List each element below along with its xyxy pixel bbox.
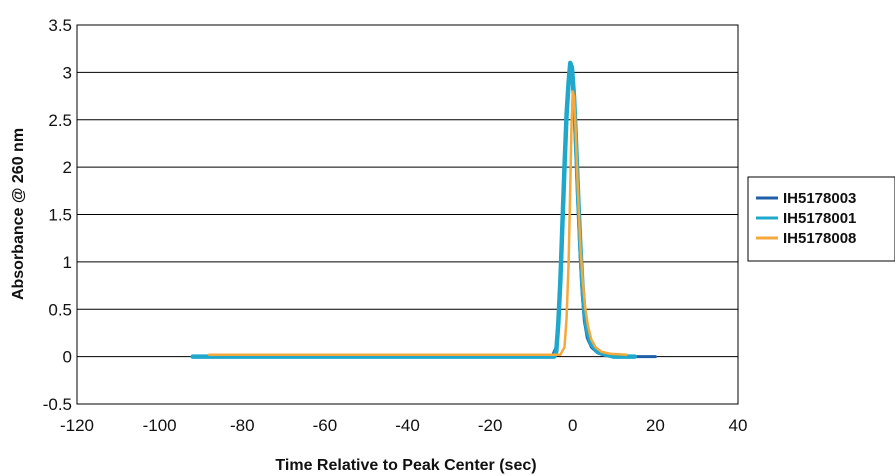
y-axis-title: Absorbance @ 260 nm [10, 128, 27, 300]
legend-label: IH5178008 [783, 230, 856, 247]
y-tick-labels: -0.5 0 0.5 1 1.5 2 2.5 3 3.5 [43, 16, 72, 414]
y-tick-label: 1 [63, 253, 72, 272]
series-layer [190, 60, 657, 359]
x-tick-label: 40 [729, 416, 748, 435]
y-tick-label: 0 [63, 348, 72, 367]
y-tick-label: 2 [63, 158, 72, 177]
x-tick-label: -40 [395, 416, 420, 435]
x-tick-label: 0 [568, 416, 577, 435]
legend: IH5178003 IH5178001 IH5178008 [747, 176, 895, 262]
x-tick-label: -120 [60, 416, 94, 435]
y-tick-label: 2.5 [48, 111, 72, 130]
y-tick-label: 3 [63, 63, 72, 82]
y-tick-label: 1.5 [48, 206, 72, 225]
series-line-ih5178001 [190, 60, 637, 359]
plot-frame [76, 24, 739, 405]
y-tick-label: 3.5 [48, 16, 72, 35]
y-tick-label: 0.5 [48, 300, 72, 319]
x-tick-label: -20 [478, 416, 503, 435]
y-tick-label: -0.5 [43, 395, 72, 414]
grid-layer [77, 24, 738, 405]
x-tick-label: -100 [143, 416, 177, 435]
x-tick-labels: -120 -100 -80 -60 -40 -20 0 20 40 [60, 416, 747, 435]
x-tick-label: -80 [230, 416, 255, 435]
legend-label: IH5178001 [783, 210, 856, 227]
x-tick-label: 20 [646, 416, 665, 435]
legend-label: IH5178003 [783, 190, 856, 207]
series-line-ih5178008 [207, 90, 628, 356]
x-axis-title: Time Relative to Peak Center (sec) [275, 457, 536, 474]
x-tick-label: -60 [313, 416, 338, 435]
